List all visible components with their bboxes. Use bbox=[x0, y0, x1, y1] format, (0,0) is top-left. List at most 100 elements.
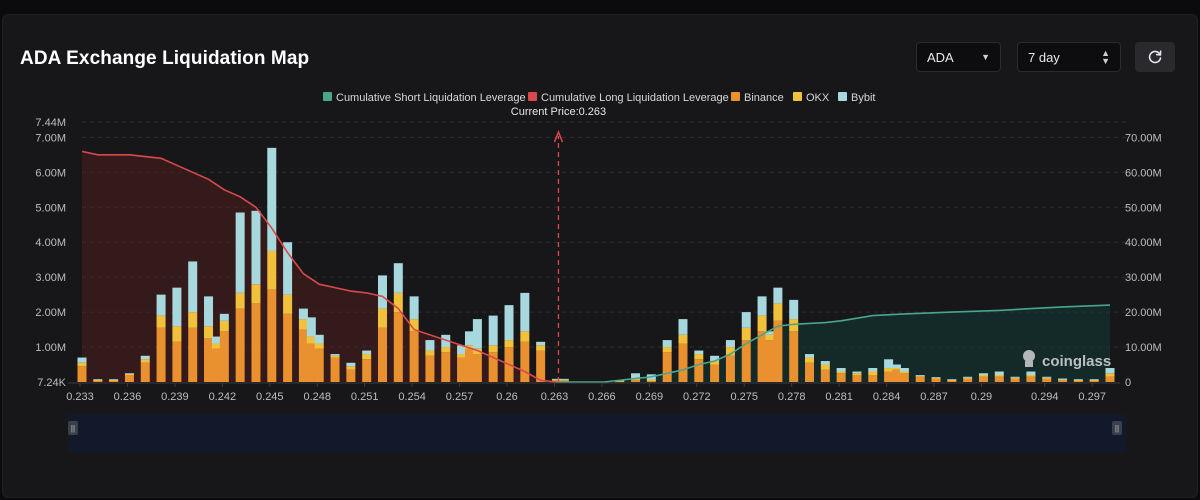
x-tick-label: 0.272 bbox=[683, 391, 711, 403]
x-tick-label: 0.254 bbox=[398, 391, 426, 403]
bar-bybit bbox=[1105, 368, 1115, 374]
zoom-slider-track[interactable] bbox=[68, 414, 1126, 452]
bar-okx bbox=[1105, 373, 1115, 377]
zoom-handle-left[interactable] bbox=[68, 421, 78, 435]
bar-okx bbox=[662, 347, 672, 353]
time-range-select[interactable]: 7 day ▲ ▼ bbox=[1017, 42, 1121, 72]
legend-label: Cumulative Short Liquidation Leverage bbox=[336, 92, 526, 104]
bar-okx bbox=[615, 380, 625, 382]
bar-okx bbox=[1010, 377, 1020, 379]
x-tick-label: 0.263 bbox=[541, 391, 569, 403]
bar-bybit bbox=[77, 357, 87, 363]
bar-binance bbox=[425, 355, 435, 382]
x-tick-label: 0.233 bbox=[66, 391, 94, 403]
bar-bybit bbox=[710, 355, 720, 362]
bar-okx bbox=[1042, 377, 1052, 379]
bar-binance bbox=[109, 380, 119, 382]
bar-okx bbox=[820, 364, 830, 370]
bar-okx bbox=[631, 378, 641, 381]
bar-bybit bbox=[662, 340, 672, 348]
bar-bybit bbox=[409, 296, 419, 320]
bar-bybit bbox=[725, 340, 735, 348]
legend-label: OKX bbox=[806, 92, 830, 104]
x-tick-label: 0.281 bbox=[825, 391, 853, 403]
bar-bybit bbox=[551, 378, 561, 380]
bar-bybit bbox=[536, 341, 546, 346]
bar-okx bbox=[536, 345, 546, 351]
bar-binance bbox=[963, 378, 973, 382]
bar-bybit bbox=[306, 317, 316, 337]
bar-bybit bbox=[109, 379, 119, 381]
bar-bybit bbox=[393, 263, 403, 293]
bar-binance bbox=[1010, 378, 1020, 382]
bar-binance bbox=[377, 327, 387, 382]
bar-binance bbox=[314, 348, 324, 382]
bar-okx bbox=[235, 292, 245, 309]
bar-okx bbox=[219, 320, 229, 332]
bar-bybit bbox=[235, 212, 245, 293]
page-title: ADA Exchange Liquidation Map bbox=[20, 48, 310, 69]
bar-bybit bbox=[1058, 378, 1068, 380]
bar-okx bbox=[377, 308, 387, 328]
bar-okx bbox=[757, 315, 767, 332]
bar-binance bbox=[994, 376, 1004, 382]
bar-series bbox=[77, 147, 1115, 383]
refresh-button[interactable] bbox=[1135, 42, 1175, 72]
bar-bybit bbox=[694, 350, 704, 355]
x-tick-label: 0.245 bbox=[256, 391, 284, 403]
bar-bybit bbox=[219, 313, 229, 321]
x-tick-label: 0.236 bbox=[114, 391, 142, 403]
bar-okx bbox=[725, 347, 735, 356]
bar-binance bbox=[631, 380, 641, 382]
bar-okx bbox=[899, 371, 909, 374]
chart-grid bbox=[82, 121, 1128, 348]
bar-okx bbox=[868, 371, 878, 376]
bar-okx bbox=[694, 354, 704, 360]
x-tick-label: 0.26 bbox=[496, 391, 517, 403]
bar-okx bbox=[678, 334, 688, 344]
bar-binance bbox=[362, 359, 372, 382]
bar-bybit bbox=[1073, 379, 1083, 381]
y-left-tick-label: 7.44M bbox=[35, 117, 66, 129]
bar-binance bbox=[915, 376, 925, 382]
y-right-tick-label: 10.00M bbox=[1125, 342, 1162, 354]
bar-binance bbox=[559, 380, 569, 382]
y-left-tick-label: 6.00M bbox=[35, 167, 66, 179]
bar-bybit bbox=[963, 376, 973, 378]
legend-swatch bbox=[528, 92, 537, 101]
legend-swatch bbox=[793, 92, 802, 101]
bar-bybit bbox=[978, 373, 988, 376]
asset-select[interactable]: ADA ▼ bbox=[916, 42, 1001, 72]
updown-arrows-icon: ▲ ▼ bbox=[1101, 48, 1110, 66]
bar-binance bbox=[662, 352, 672, 382]
bar-binance bbox=[678, 343, 688, 382]
x-tick-label: 0.269 bbox=[636, 391, 664, 403]
bar-okx bbox=[306, 336, 316, 344]
bar-okx bbox=[267, 250, 277, 290]
bar-bybit bbox=[472, 319, 482, 349]
zoom-handle-right[interactable] bbox=[1112, 421, 1122, 435]
bar-binance bbox=[836, 373, 846, 382]
bar-okx bbox=[425, 350, 435, 356]
refresh-icon bbox=[1148, 50, 1162, 64]
bar-binance bbox=[346, 369, 356, 382]
bar-bybit bbox=[298, 308, 308, 320]
bar-bybit bbox=[868, 368, 878, 372]
bar-binance bbox=[710, 364, 720, 382]
bar-okx bbox=[994, 375, 1004, 377]
bar-binance bbox=[156, 327, 166, 382]
bar-binance bbox=[235, 308, 245, 382]
x-tick-label: 0.287 bbox=[920, 391, 948, 403]
bar-okx bbox=[852, 373, 862, 376]
bar-binance bbox=[891, 369, 901, 382]
bar-bybit bbox=[899, 368, 909, 372]
bar-okx bbox=[1089, 379, 1099, 381]
bar-okx bbox=[931, 377, 941, 379]
bar-binance bbox=[219, 331, 229, 382]
x-tick-label: 0.297 bbox=[1078, 391, 1106, 403]
bar-binance bbox=[694, 359, 704, 382]
legend: Cumulative Short Liquidation Leverage Cum… bbox=[323, 92, 875, 104]
short-cumulative-line bbox=[556, 304, 1111, 383]
bar-binance bbox=[77, 366, 87, 382]
bar-bybit bbox=[1026, 371, 1036, 376]
